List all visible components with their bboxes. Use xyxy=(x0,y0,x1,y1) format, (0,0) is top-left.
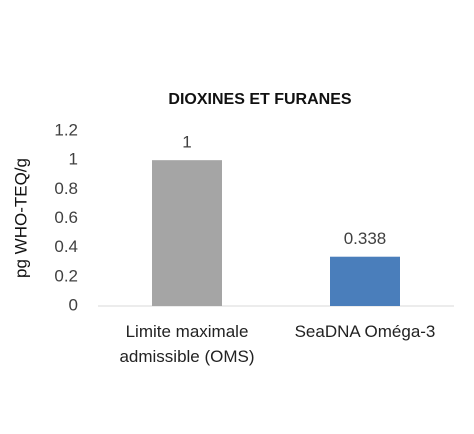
chart-title: DIOXINES ET FURANES xyxy=(168,91,351,108)
y-tick-label: 0.8 xyxy=(54,179,78,198)
y-tick-label: 0.6 xyxy=(54,208,78,227)
y-tick-label: 0.4 xyxy=(54,237,78,256)
x-tick-label: SeaDNA Oméga-3 xyxy=(294,322,436,341)
x-tick-label: Limite maximale admissible (OMS) xyxy=(119,322,255,366)
bar xyxy=(330,256,400,306)
y-tick-label: 1 xyxy=(69,150,78,169)
y-tick-label: 1.2 xyxy=(54,120,78,139)
y-axis-label: pg WHO-TEQ/g xyxy=(11,158,30,278)
y-tick-label: 0 xyxy=(69,295,78,314)
bar xyxy=(152,160,222,306)
y-tick-label: 0.2 xyxy=(54,266,78,285)
data-label: 0.338 xyxy=(344,229,387,248)
data-label: 1 xyxy=(182,133,191,152)
